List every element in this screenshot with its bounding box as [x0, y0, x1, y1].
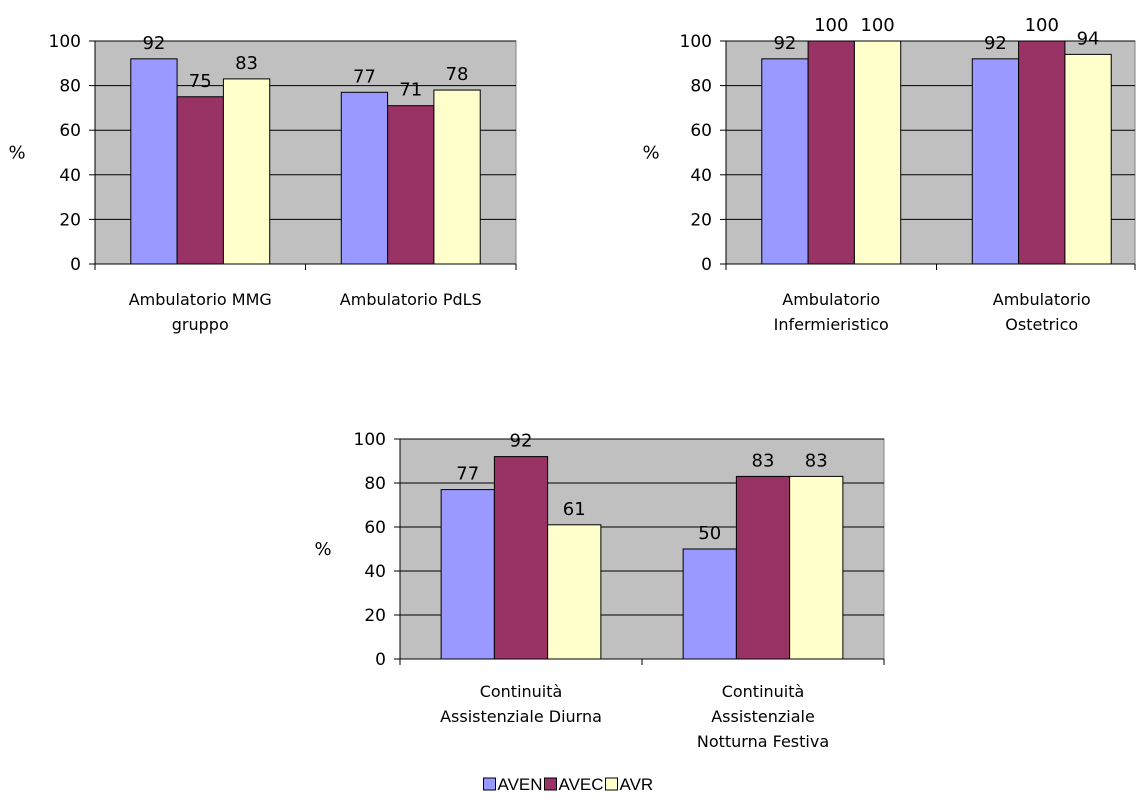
- data-label: 92: [510, 431, 533, 452]
- category-label: Ambulatorio MMG gruppo: [129, 290, 272, 334]
- data-label: 100: [814, 15, 848, 36]
- y-tick-label: 40: [364, 562, 386, 582]
- y-tick-label: 60: [690, 121, 712, 141]
- data-label: 100: [1025, 15, 1059, 36]
- y-tick-label: 0: [375, 650, 386, 670]
- data-label: 83: [235, 53, 258, 74]
- data-label: 83: [805, 450, 828, 471]
- bar-avec: [176, 96, 224, 265]
- bar-avec: [807, 40, 855, 265]
- y-tick-label: 100: [354, 430, 386, 450]
- data-label: 77: [353, 66, 376, 87]
- y-tick-label: 80: [690, 77, 712, 97]
- y-tick-label: 60: [59, 121, 81, 141]
- legend: AVEN AVEC AVR: [483, 775, 654, 794]
- chart-3: 0 20 40 60 80 100% 77 50 92 83 61 83 Continuità Assis…: [314, 430, 885, 751]
- bar-avec: [387, 105, 435, 265]
- y-tick-label: 80: [364, 474, 386, 494]
- data-label: 75: [189, 71, 212, 92]
- y-tick-label: 0: [701, 255, 712, 275]
- legend-label-avec: AVEC: [559, 775, 604, 794]
- data-label: 92: [773, 33, 796, 54]
- bar-avr: [853, 40, 902, 265]
- bar-aven: [440, 489, 495, 660]
- bar-aven: [761, 58, 809, 265]
- y-axis-label: %: [8, 143, 25, 164]
- legend-swatch-avr: [605, 777, 618, 791]
- chart-2: 0 20 40 60 80 100% 92 92 100 100 100 94 Ambulatorio I…: [642, 15, 1136, 334]
- category-label: Ambulatorio PdLS: [340, 290, 482, 309]
- y-tick-label: 20: [59, 210, 81, 230]
- y-tick-label: 0: [70, 255, 81, 275]
- bar-aven: [971, 58, 1020, 265]
- bar-avr: [547, 524, 602, 660]
- bar-avr: [1064, 53, 1112, 265]
- category-label: Ambulatorio Infermieristico: [774, 290, 889, 334]
- category-label: Continuità Assistenziale Notturna Festiva: [697, 682, 829, 751]
- data-label: 83: [752, 450, 775, 471]
- y-axis-label: %: [314, 539, 331, 560]
- y-tick-label: 60: [364, 518, 386, 538]
- bar-aven: [682, 548, 737, 660]
- category-label: Continuità Assistenziale Diurna: [440, 682, 602, 726]
- bar-avec: [1018, 40, 1066, 265]
- legend-label-avr: AVR: [620, 775, 654, 794]
- y-tick-label: 20: [364, 606, 386, 626]
- y-tick-label: 100: [680, 32, 712, 52]
- y-tick-label: 40: [690, 166, 712, 186]
- y-axis-label: %: [642, 143, 659, 164]
- bar-avr: [222, 78, 271, 265]
- y-tick-label: 40: [59, 166, 81, 186]
- y-tick-label: 100: [49, 32, 81, 52]
- data-label: 77: [456, 464, 479, 485]
- legend-label-aven: AVEN: [498, 775, 543, 794]
- bar-aven: [340, 91, 389, 265]
- data-label: 78: [446, 64, 469, 85]
- data-label: 94: [1077, 28, 1100, 49]
- y-tick-label: 20: [690, 210, 712, 230]
- data-label: 71: [399, 80, 422, 101]
- category-label: Ambulatorio Ostetrico: [993, 290, 1091, 334]
- data-label: 92: [984, 33, 1007, 54]
- legend-swatch-aven: [483, 777, 496, 791]
- data-label: 61: [563, 499, 586, 520]
- bar-avr: [789, 475, 844, 660]
- data-label: 92: [142, 33, 165, 54]
- data-label: 50: [698, 523, 721, 544]
- bar-aven: [130, 58, 178, 265]
- legend-swatch-avec: [544, 777, 557, 791]
- bar-avec: [735, 475, 791, 660]
- bar-avec: [493, 456, 549, 660]
- y-tick-label: 80: [59, 77, 81, 97]
- data-label: 100: [860, 15, 894, 36]
- chart-1: 0 20 40 60 80 100% 92 77 75 71 83 78 Ambulatorio MMG…: [8, 32, 517, 334]
- bar-avr: [433, 89, 481, 265]
